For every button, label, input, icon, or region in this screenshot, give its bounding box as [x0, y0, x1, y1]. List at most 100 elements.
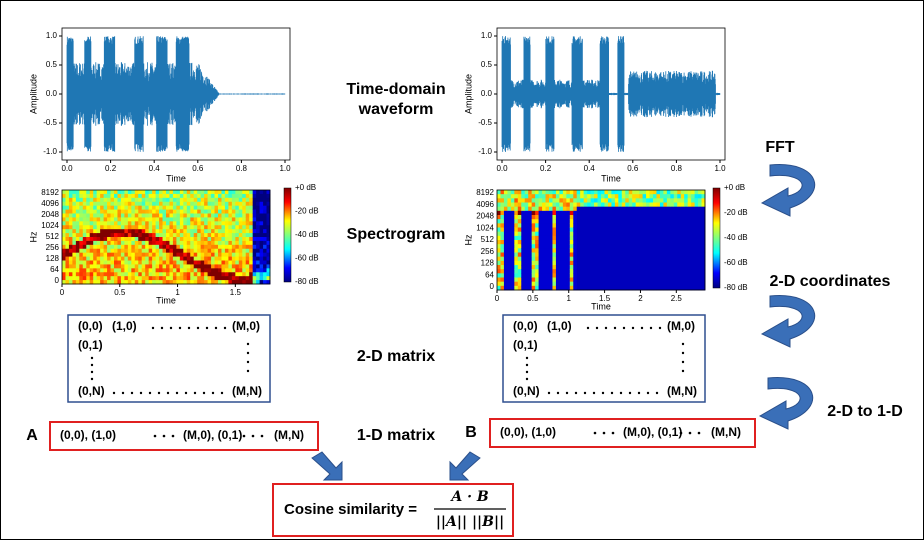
spectrogram-cell	[681, 190, 685, 195]
spectrogram-cell	[93, 264, 97, 268]
spectrogram-cell	[201, 233, 205, 237]
spectrogram-cell	[249, 272, 253, 276]
spectrogram-cell	[256, 194, 260, 198]
spectrogram-cell	[69, 225, 73, 229]
spectrogram-cell	[194, 202, 198, 206]
spectrogram-cell	[121, 241, 125, 245]
matrix-entry: (M,N)	[667, 384, 697, 398]
spectrogram-cell	[670, 236, 674, 241]
spectrogram-cell	[688, 203, 692, 208]
spectrogram-cell	[246, 194, 250, 198]
spectrogram-cell	[500, 273, 504, 278]
spectrogram-cell	[124, 257, 128, 261]
spectrogram-cell	[121, 190, 125, 194]
spectrogram-cell	[674, 269, 678, 274]
spectrogram-cell	[72, 261, 76, 265]
x-tick-label: 0.8	[236, 164, 248, 173]
spectrogram-cell	[670, 215, 674, 220]
spectrogram-cell	[643, 248, 647, 253]
spectrogram-cell	[632, 198, 636, 203]
spectrogram-cell	[65, 194, 69, 198]
spectrogram-cell	[546, 211, 550, 216]
spectrogram-cell	[563, 257, 567, 262]
spectrogram-cell	[656, 223, 660, 228]
spectrogram-cell	[577, 207, 581, 212]
dot	[603, 432, 606, 435]
spectrogram-cell	[587, 219, 591, 224]
spectrogram-cell	[643, 240, 647, 245]
spectrogram-cell	[260, 198, 264, 202]
spectrogram-cell	[201, 276, 205, 280]
spectrogram-cell	[72, 245, 76, 249]
spectrogram-cell	[83, 272, 87, 276]
spectrogram-cell	[539, 223, 543, 228]
spectrogram-cell	[97, 272, 101, 276]
spectrogram-cell	[79, 272, 83, 276]
spectrogram-cell	[580, 244, 584, 249]
spectrogram-cell	[656, 261, 660, 266]
spectrogram-cell	[156, 237, 160, 241]
spectrogram-cell	[608, 244, 612, 249]
spectrogram-cell	[611, 223, 615, 228]
spectrogram-cell	[552, 273, 556, 278]
spectrogram-cell	[646, 278, 650, 283]
spectrogram-cell	[677, 194, 681, 199]
spectrogram-cell	[90, 272, 94, 276]
spectrogram-cell	[629, 198, 633, 203]
spectrogram-cell	[636, 203, 640, 208]
matrix-entry: (0,N)	[78, 384, 105, 398]
spectrogram-cell	[618, 215, 622, 220]
spectrogram-cell	[660, 248, 664, 253]
spectrogram-cell	[570, 211, 574, 216]
spectrogram-cell	[104, 261, 108, 265]
spectrogram-cell	[688, 232, 692, 237]
spectrogram-cell	[598, 223, 602, 228]
spectrogram-cell	[263, 268, 267, 272]
spectrogram-cell	[570, 248, 574, 253]
spectrogram-cell	[211, 198, 215, 202]
spectrogram-cell	[573, 265, 577, 270]
spectrogram-cell	[646, 273, 650, 278]
spectrogram-cell	[107, 245, 111, 249]
spectrogram-cell	[695, 211, 699, 216]
spectrogram-cell	[566, 203, 570, 208]
spectrogram-cell	[138, 198, 142, 202]
spectrogram-cell	[622, 223, 626, 228]
spectrogram-cell	[604, 273, 608, 278]
spectrogram-cell	[62, 241, 66, 245]
spectrogram-cell	[573, 253, 577, 258]
spectrogram-cell	[173, 245, 177, 249]
spectrogram-cell	[535, 203, 539, 208]
dot	[593, 392, 595, 394]
spectrogram-cell	[156, 194, 160, 198]
spectrogram-cell	[104, 194, 108, 198]
spectrogram-cell	[653, 261, 657, 266]
spectrogram-cell	[688, 236, 692, 241]
row-label: 2-D matrix	[357, 348, 435, 365]
spectrogram	[62, 190, 270, 284]
dot	[91, 364, 93, 366]
spectrogram-cell	[521, 278, 525, 283]
spectrogram-cell	[239, 217, 243, 221]
spectrogram-cell	[104, 233, 108, 237]
spectrogram-cell	[591, 269, 595, 274]
spectrogram-cell	[608, 257, 612, 262]
spectrogram-cell	[228, 264, 232, 268]
spectrogram-cell	[145, 237, 149, 241]
spectrogram-cell	[197, 253, 201, 257]
spectrogram-cell	[239, 268, 243, 272]
spectrogram-cell	[650, 257, 654, 262]
spectrogram-cell	[249, 198, 253, 202]
spectrogram-cell	[235, 245, 239, 249]
spectrogram-cell	[124, 272, 128, 276]
spectrogram-cell	[667, 248, 671, 253]
spectrogram-cell	[608, 240, 612, 245]
spectrogram-cell	[532, 215, 536, 220]
spectrogram-cell	[114, 268, 118, 272]
spectrogram-cell	[504, 194, 508, 199]
spectrogram-cell	[176, 268, 180, 272]
spectrogram-cell	[532, 248, 536, 253]
spectrogram-cell	[79, 233, 83, 237]
spectrogram-cell	[232, 261, 236, 265]
spectrogram-cell	[563, 240, 567, 245]
